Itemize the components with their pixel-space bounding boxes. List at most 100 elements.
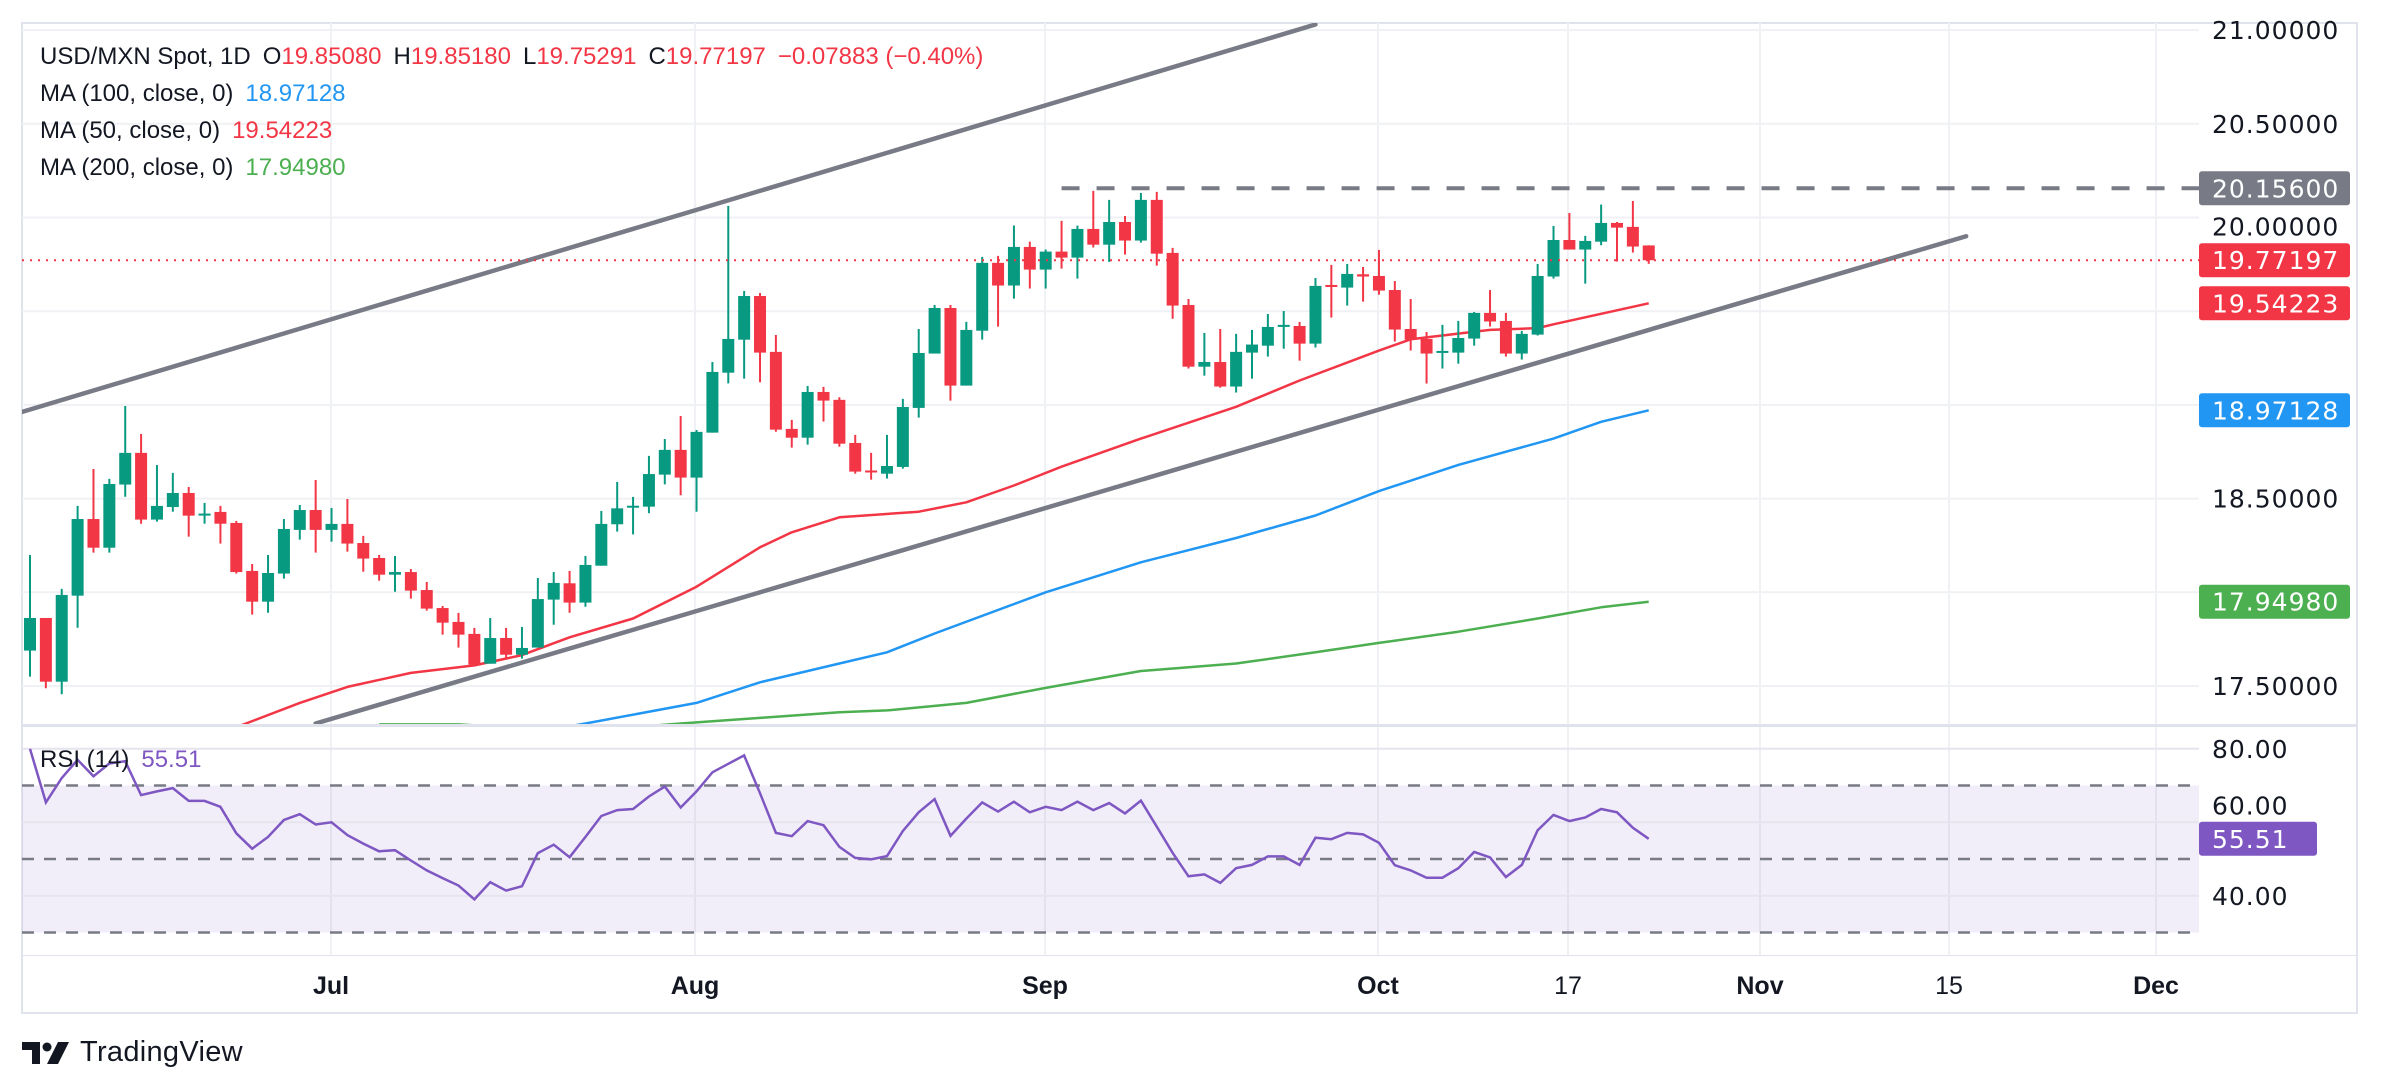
candle-down [754, 293, 767, 383]
candle-up [1309, 278, 1322, 348]
time-axis-label: Nov [1736, 972, 1783, 1000]
time-axis-label: 15 [1935, 972, 1963, 1000]
candle-body [341, 523, 354, 544]
candle-up [1547, 225, 1560, 279]
channel-lower-trendline[interactable] [313, 233, 1969, 725]
price-badge-text: 18.97128 [2212, 396, 2339, 425]
rsi-legend[interactable]: RSI (14) 55.51 [40, 745, 201, 775]
candle-down [1372, 249, 1385, 295]
candle-up [119, 406, 132, 497]
candle-up [277, 519, 290, 579]
candle-body [309, 510, 322, 530]
candle-up [150, 465, 163, 522]
candle-down [230, 520, 243, 574]
candle-down [182, 486, 195, 537]
candle-down [1611, 221, 1623, 262]
candle-up [928, 305, 941, 354]
candle-body [103, 483, 116, 548]
rsi-line[interactable] [28, 748, 1650, 902]
candle-down [309, 480, 322, 553]
ma50-legend[interactable]: MA (50, close, 0) 19.54223 [40, 116, 332, 146]
candle-up [325, 507, 338, 542]
candle-up [1230, 333, 1243, 393]
candle-down [436, 605, 449, 635]
candle-up [198, 502, 211, 524]
candle-down [1214, 329, 1227, 388]
price-badge-text: 20.15600 [2212, 174, 2339, 203]
candle-body [944, 308, 957, 386]
ma50-value: 19.54223 [232, 117, 333, 144]
candle-down [785, 419, 798, 448]
candle-body [1055, 251, 1068, 258]
candle-body [928, 308, 941, 354]
candle-body [230, 522, 243, 573]
candle-body [1261, 326, 1274, 346]
price-axis-label: 21.00000 [2212, 16, 2339, 45]
candle-body [1071, 228, 1084, 258]
candle-up [1277, 311, 1290, 349]
time-axis-label: Oct [1357, 972, 1399, 1000]
candle-up [960, 321, 973, 386]
candle-body [1134, 199, 1147, 241]
horizontal-lines[interactable] [22, 186, 2199, 262]
ma200-legend[interactable]: MA (200, close, 0) 17.94980 [40, 153, 346, 183]
candle-down [404, 569, 417, 599]
rsi-axis[interactable]: 80.00 60.00 40.00 55.51 [2199, 735, 2317, 911]
candle-down [817, 386, 830, 422]
candle-body [960, 329, 973, 386]
candle-body [198, 513, 211, 516]
candle-down [468, 627, 481, 666]
candle-down [1325, 264, 1338, 318]
symbol-legend[interactable]: USD/MXN Spot, 1D O19.85080 H19.85180 L19.75… [40, 42, 983, 72]
candle-body [1230, 351, 1243, 387]
trendlines[interactable] [14, 23, 1969, 725]
candle-down [944, 305, 957, 401]
ma100-legend[interactable]: MA (100, close, 0) 18.97128 [40, 79, 346, 109]
price-badge [2199, 286, 2350, 321]
open-label: O [262, 43, 282, 70]
price-pane[interactable] [14, 23, 2199, 729]
time-axis[interactable]: Jul Aug Sep Oct 17 Nov 15 Dec [313, 972, 2179, 1000]
candle-body [690, 431, 703, 478]
candle-down [1087, 190, 1100, 248]
candle-body [389, 572, 402, 575]
price-axis-label: 20.00000 [2212, 213, 2339, 242]
candle-body [500, 638, 513, 655]
candle-down [420, 581, 433, 611]
candle-down [135, 433, 148, 524]
rsi-pane[interactable] [22, 747, 2199, 934]
channel-upper-trendline[interactable] [14, 23, 1318, 415]
candle-down [769, 334, 782, 432]
tradingview-logo[interactable]: TradingView [22, 1036, 243, 1069]
candle-up [738, 290, 751, 379]
candle-body [404, 572, 417, 591]
candle-body [896, 406, 909, 467]
candle-body [865, 470, 878, 473]
candle-up [71, 505, 84, 628]
candle-body [1325, 284, 1338, 287]
price-axis[interactable]: 21.00000 20.50000 20.00000 18.50000 17.50000… [2199, 16, 2350, 701]
candle-body [1388, 290, 1401, 330]
candle-down [500, 627, 513, 660]
candle-body [246, 570, 259, 602]
candle-body [1499, 320, 1512, 354]
candle-body [1277, 324, 1290, 327]
candle-body [880, 465, 893, 474]
time-axis-label: Aug [671, 972, 720, 1000]
candle-body [849, 442, 862, 472]
candle-body [87, 519, 100, 548]
candle-down [1626, 201, 1639, 253]
candle-body [484, 638, 497, 664]
candle-body [1119, 221, 1132, 241]
candle-down [341, 498, 354, 552]
candle-body [722, 338, 735, 373]
candle-body [452, 621, 465, 635]
close-value: 19.77197 [665, 43, 766, 70]
candle-down [1388, 281, 1401, 342]
candle-body [658, 449, 671, 475]
candle-body [357, 543, 370, 559]
change-value: −0.07883 (−0.40%) [777, 43, 984, 70]
rsi-value-badge-text: 55.51 [2212, 825, 2289, 854]
symbol-name: USD/MXN Spot, 1D [40, 43, 251, 70]
